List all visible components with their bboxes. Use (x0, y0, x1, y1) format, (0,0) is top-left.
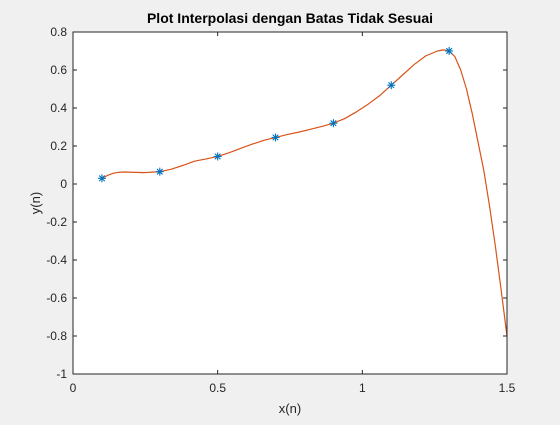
y-tick-label: -0.6 (46, 291, 67, 305)
data-point-marker (213, 152, 222, 161)
x-tick-label: 0.5 (209, 381, 226, 395)
y-tick-label: -0.2 (46, 215, 67, 229)
y-tick-label: -1 (56, 367, 67, 381)
y-tick-label: 0.8 (50, 25, 67, 39)
chart-title: Plot Interpolasi dengan Batas Tidak Sesu… (147, 10, 433, 26)
y-axis-label: y(n) (28, 192, 43, 214)
x-tick-label: 0 (70, 381, 77, 395)
y-tick-label: 0 (60, 177, 67, 191)
y-tick-label: 0.4 (50, 101, 67, 115)
data-point-marker (155, 167, 164, 176)
data-point-marker (445, 47, 454, 55)
data-point-marker (271, 133, 280, 142)
y-tick-label: 0.2 (50, 139, 67, 153)
x-tick-label: 1 (359, 381, 366, 395)
y-tick-label: 0.6 (50, 63, 67, 77)
axes-box (72, 31, 508, 375)
y-tick-label: -0.8 (46, 329, 67, 343)
tick-layer: 0 0.5 1 1.5 -1 -0.8 -0.6 -0.4 -0.2 0 0.2 0.4 0.6 0.8 (46, 25, 515, 395)
data-point-marker (329, 119, 338, 128)
data-point-marker (97, 174, 106, 183)
x-tick-label: 1.5 (499, 381, 516, 395)
x-axis-label: x(n) (279, 401, 301, 416)
axes-background (73, 32, 507, 374)
series-layer (97, 47, 508, 337)
y-tick-label: -0.4 (46, 253, 67, 267)
data-point-marker (387, 81, 396, 90)
interpolation-line (101, 49, 508, 337)
